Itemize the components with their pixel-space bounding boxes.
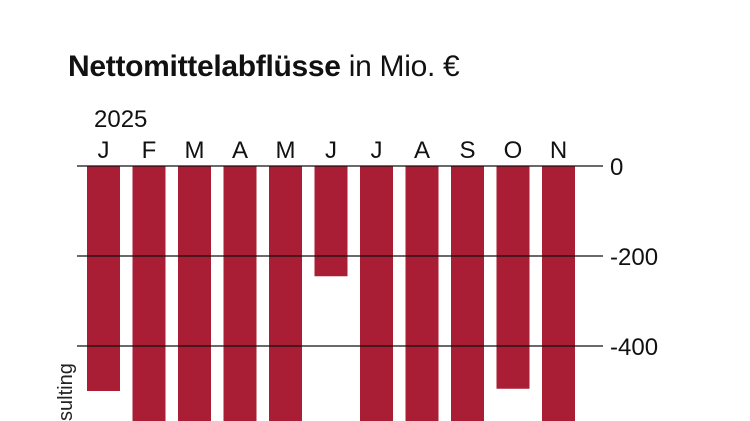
- x-tick-label: N: [550, 137, 567, 164]
- x-tick-label: A: [414, 137, 430, 164]
- y-tick-label: 0: [610, 154, 623, 181]
- title-bold: Nettomittelabflüsse: [68, 50, 341, 83]
- x-tick-label: A: [232, 137, 248, 164]
- x-tick-label: S: [459, 137, 475, 164]
- bar-4: [269, 166, 302, 421]
- title-unit: in Mio. €: [348, 50, 460, 83]
- y-tick-label: -200: [610, 244, 658, 271]
- bar-7: [405, 166, 439, 421]
- bar-10: [542, 166, 575, 421]
- bar-5: [314, 166, 348, 277]
- bar-6: [360, 166, 393, 421]
- chart-title: Nettomittelabflüsse in Mio. €: [68, 50, 460, 84]
- x-tick-label: M: [185, 137, 205, 164]
- bar-9: [496, 166, 530, 389]
- x-tick-label: F: [142, 137, 157, 164]
- x-tick-label: O: [504, 137, 523, 164]
- x-tick-label: J: [98, 137, 110, 164]
- year-label: 2025: [94, 106, 148, 133]
- x-tick-label: J: [325, 137, 337, 164]
- x-tick-label: M: [276, 137, 296, 164]
- bar-0: [87, 166, 120, 391]
- bar-2: [178, 166, 211, 421]
- bar-3: [223, 166, 257, 421]
- bar-8: [451, 166, 484, 421]
- y-tick-label: -400: [610, 334, 658, 361]
- x-tick-label: J: [371, 137, 383, 164]
- bar-1: [132, 166, 166, 421]
